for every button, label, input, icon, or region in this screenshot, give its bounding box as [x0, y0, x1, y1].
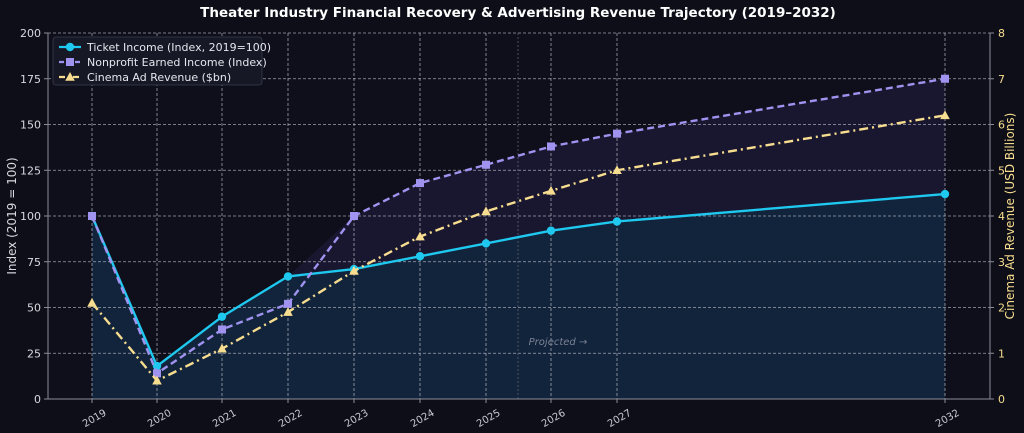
y-tick-label: 25: [27, 347, 41, 360]
y2-tick-label: 0: [998, 393, 1005, 406]
legend-marker-1: [66, 58, 74, 66]
series-point-2: [481, 206, 491, 216]
y2-tick-label: 5: [998, 164, 1005, 177]
series-point-1: [941, 74, 949, 83]
legend-marker-2: [65, 72, 75, 81]
y2-axis-label: Cinema Ad Revenue (USD Billions): [1003, 113, 1017, 320]
series-point-1: [88, 212, 96, 220]
series-line-0: [90, 192, 946, 368]
series-point-1: [153, 369, 161, 378]
series-point-1: [547, 142, 555, 151]
legend-label-0: Ticket Income (Index, 2019=100): [86, 41, 271, 54]
series-point-0: [217, 312, 227, 321]
series-point-1: [350, 212, 358, 220]
series-point-0: [546, 226, 556, 235]
y-tick-label: 0: [34, 393, 41, 406]
series-line-2: [91, 114, 946, 382]
series-point-0: [940, 189, 950, 199]
y-tick-label: 200: [20, 27, 41, 40]
legend-marker-0: [65, 42, 75, 52]
projected-annotation: Projected →: [529, 337, 588, 348]
legend-label-1: Nonprofit Earned Income (Index): [87, 56, 267, 69]
legend: Ticket Income (Index, 2019=100) Nonprofit…: [52, 36, 271, 86]
series-point-2: [612, 165, 622, 175]
series-point-0: [283, 272, 293, 281]
series-point-2: [349, 265, 359, 275]
y2-tick-label: 6: [998, 119, 1005, 132]
series-point-1: [218, 325, 226, 334]
chart-title: Theater Industry Financial Recovery & Ad…: [200, 5, 836, 21]
y2-tick-label: 2: [998, 302, 1005, 315]
y-tick-label: 50: [27, 302, 41, 315]
series-point-1: [284, 299, 292, 308]
series-point-2: [87, 297, 97, 307]
legend-label-2: Cinema Ad Revenue ($bn): [87, 71, 231, 84]
y-tick-label: 75: [27, 256, 41, 269]
series-point-2: [283, 307, 293, 316]
y-tick-label: 125: [20, 164, 41, 177]
series-point-1: [416, 179, 424, 188]
series-point-2: [546, 185, 556, 195]
series-point-1: [613, 129, 621, 138]
series-point-2: [152, 375, 162, 385]
y2-tick-label: 1: [998, 347, 1005, 360]
legend-box: [52, 36, 263, 86]
series-point-2: [415, 231, 425, 241]
y2-tick-label: 8: [998, 27, 1005, 40]
series-point-2: [217, 343, 227, 353]
y-tick-label: 175: [20, 73, 41, 86]
series-line-1: [90, 77, 946, 375]
y-tick-label: 100: [20, 210, 41, 223]
series-point-1: [482, 160, 490, 169]
y-tick-label: 150: [20, 119, 41, 132]
series-point-2: [940, 110, 950, 120]
series-point-0: [415, 252, 425, 261]
y2-tick-label: 7: [998, 73, 1005, 86]
y2-tick-label: 4: [998, 210, 1005, 223]
y-axis-label: Index (2019 = 100): [5, 157, 19, 274]
series-point-0: [152, 361, 162, 371]
series-point-0: [481, 239, 491, 248]
series-point-0: [612, 217, 622, 226]
y2-tick-label: 3: [998, 256, 1005, 269]
ticket-area-fill: [92, 194, 945, 399]
